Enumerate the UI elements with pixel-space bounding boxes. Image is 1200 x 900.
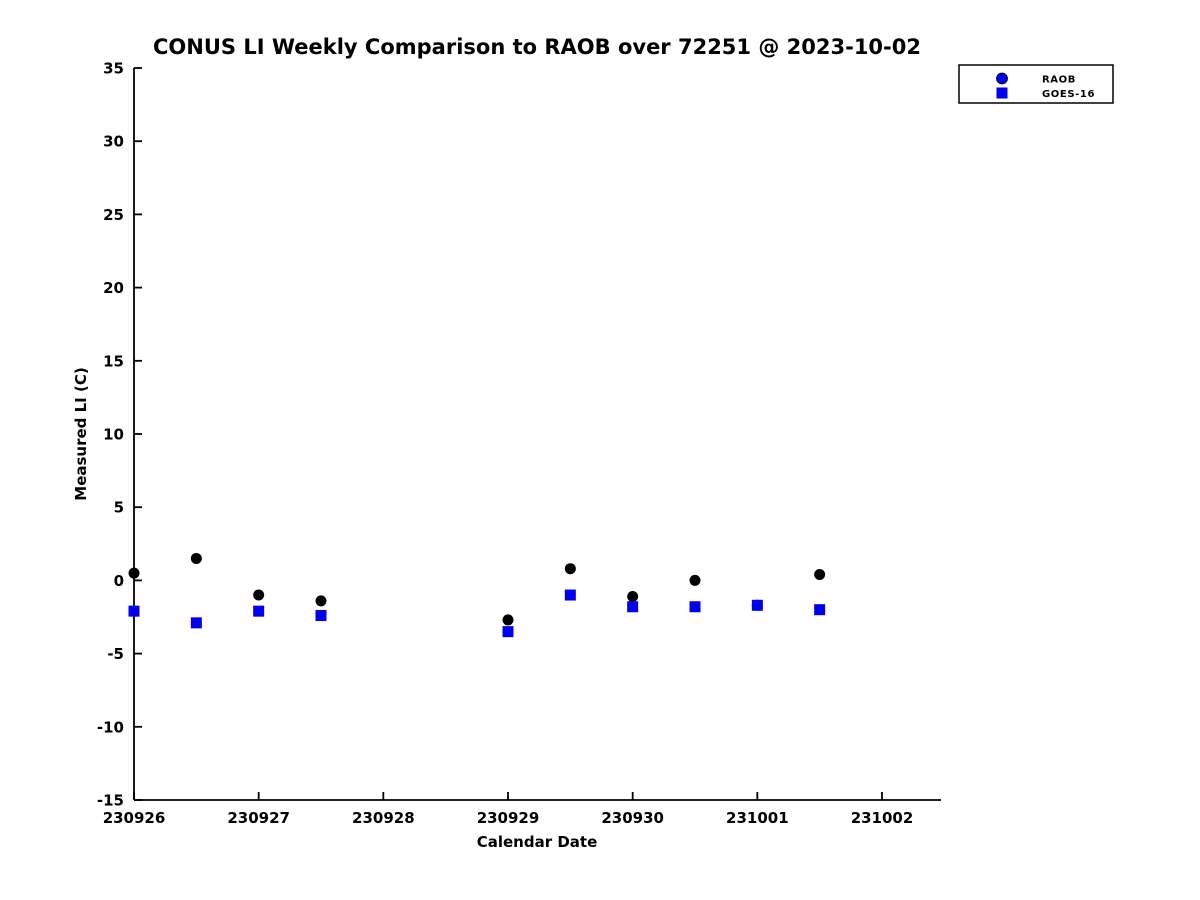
y-axis-label: Measured LI (C) (72, 367, 90, 500)
goes16-point (814, 604, 826, 616)
goes16-point (190, 617, 202, 629)
x-tick-label: 231001 (726, 809, 789, 827)
goes16-point (689, 601, 701, 613)
x-tick-label: 230927 (227, 809, 290, 827)
y-tick-label: -5 (107, 645, 124, 663)
y-tick-label: 25 (103, 206, 124, 224)
raob-point (190, 552, 202, 564)
raob-point (564, 563, 576, 575)
raob-point (253, 589, 265, 601)
y-tick-label: 5 (114, 499, 124, 517)
y-tick-label: 20 (103, 279, 124, 297)
raob-point (814, 569, 826, 581)
legend-raob-marker-icon (996, 72, 1008, 85)
raob-point (502, 614, 514, 626)
x-tick-label: 230930 (601, 809, 664, 827)
y-tick-label: -15 (97, 792, 124, 810)
y-tick-label: 0 (114, 572, 124, 590)
x-tick-label: 230928 (352, 809, 415, 827)
goes16-point (564, 589, 576, 601)
goes16-point (751, 599, 763, 611)
y-tick-label: 30 (103, 133, 124, 151)
chart-title: CONUS LI Weekly Comparison to RAOB over … (153, 35, 921, 59)
x-tick-label: 230929 (477, 809, 540, 827)
y-tick-label: 35 (103, 60, 124, 78)
legend-box (958, 64, 1114, 104)
data-points (128, 552, 826, 638)
raob-point (689, 574, 701, 586)
goes16-point (253, 605, 265, 617)
legend: RAOB GOES-16 (958, 64, 1114, 104)
y-tick-label: -10 (97, 718, 124, 736)
goes16-point (627, 601, 639, 613)
x-tick-label: 231002 (851, 809, 914, 827)
goes16-point (315, 610, 327, 622)
y-tick-label: 15 (103, 352, 124, 370)
legend-raob-label: RAOB (1042, 75, 1076, 86)
legend-goes16-marker-icon (996, 87, 1008, 99)
raob-point (128, 567, 140, 579)
x-axis-label: Calendar Date (477, 833, 598, 851)
goes16-point (128, 605, 140, 617)
raob-point (315, 595, 327, 607)
raob-point (627, 591, 639, 603)
y-tick-label: 10 (103, 426, 124, 444)
goes16-point (502, 626, 514, 638)
legend-goes16-label: GOES-16 (1042, 89, 1095, 100)
x-tick-label: 230926 (103, 809, 166, 827)
